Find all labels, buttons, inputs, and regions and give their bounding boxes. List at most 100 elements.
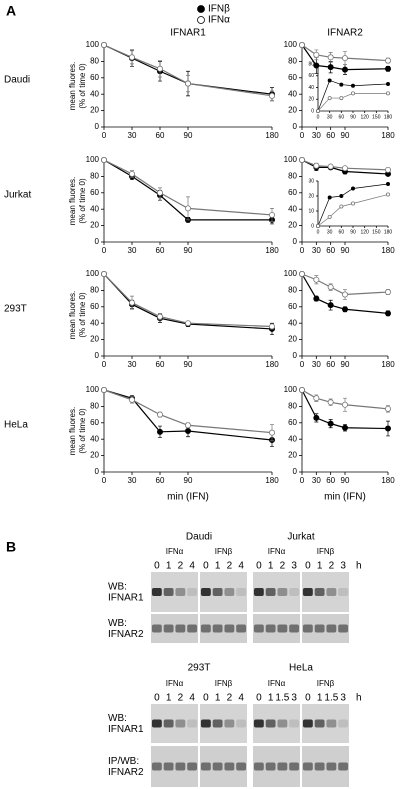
- blot-band: [314, 624, 325, 633]
- y-tick-label: 40: [288, 89, 297, 98]
- treatment-label: IFNβ: [215, 547, 233, 556]
- data-point: [298, 386, 305, 393]
- lane-label: 3: [340, 693, 346, 704]
- x-tick-label: 180: [265, 476, 279, 485]
- y-axis-label: (% of time 0): [78, 292, 87, 338]
- data-point: [339, 204, 344, 209]
- x-tick-label: 60: [156, 246, 165, 255]
- x-tick-label: 180: [265, 360, 279, 369]
- data-point: [327, 302, 334, 309]
- y-tick-label: 20: [288, 335, 297, 344]
- blot-band: [236, 762, 247, 771]
- data-point: [101, 156, 108, 163]
- x-tick-label: 30: [312, 131, 321, 140]
- x-tick-label: 30: [128, 476, 137, 485]
- blot-band: [253, 762, 264, 771]
- blot-band: [224, 588, 235, 596]
- blot-band: [302, 588, 313, 596]
- data-point: [385, 91, 390, 96]
- lane-label: 0: [203, 561, 209, 572]
- blot-band: [253, 588, 264, 596]
- blot-band: [187, 719, 198, 728]
- y-tick-label: 40: [308, 85, 314, 91]
- treatment-label: IFNα: [166, 679, 184, 688]
- x-tick-label: 90: [184, 360, 193, 369]
- lane-label: 2: [329, 561, 335, 572]
- data-point: [156, 189, 163, 196]
- x-tick-label: 90: [350, 114, 356, 120]
- blot-band: [253, 719, 264, 728]
- legend-marker: [197, 5, 205, 13]
- lane-label: 0: [154, 561, 160, 572]
- blot-band: [326, 719, 337, 728]
- data-point: [341, 291, 348, 298]
- treatment-label: IFNα: [268, 547, 286, 556]
- time-unit: h: [356, 693, 362, 704]
- column-title: IFNAR1: [170, 28, 206, 39]
- y-tick-label: 0: [95, 467, 100, 476]
- x-tick-label: 0: [102, 476, 107, 485]
- blot-band: [277, 719, 288, 728]
- y-tick-label: 60: [308, 73, 314, 79]
- data-point: [128, 299, 135, 306]
- blot-band: [302, 624, 313, 633]
- y-tick-label: 0: [311, 108, 314, 114]
- row-label: 293T: [4, 304, 27, 315]
- y-tick-label: 60: [288, 188, 297, 197]
- blot-band: [224, 719, 235, 728]
- data-point: [313, 295, 320, 302]
- data-point: [268, 429, 275, 436]
- blot-band: [212, 719, 223, 728]
- y-tick-label: 80: [90, 402, 99, 411]
- data-point: [128, 396, 135, 403]
- y-tick-label: 60: [90, 73, 99, 82]
- y-tick-label: 100: [284, 269, 298, 278]
- treatment-label: IFNβ: [317, 547, 335, 556]
- cell-line-title: 293T: [188, 663, 211, 674]
- lane-label: 1: [215, 561, 221, 572]
- blot-band: [163, 762, 174, 771]
- x-tick-label: 30: [312, 476, 321, 485]
- data-point: [339, 82, 344, 87]
- series-line: [317, 93, 388, 112]
- x-tick-label: 150: [372, 114, 381, 120]
- data-point: [385, 192, 390, 197]
- data-point: [268, 323, 275, 330]
- blot-band: [326, 762, 337, 771]
- x-tick-label: 30: [327, 229, 333, 235]
- x-tick-label: 30: [128, 360, 137, 369]
- blot-band: [236, 588, 247, 596]
- y-tick-label: 20: [90, 451, 99, 460]
- x-tick-label: 180: [381, 246, 395, 255]
- blot-band: [151, 588, 162, 596]
- x-tick-label: 30: [312, 246, 321, 255]
- blot-band: [163, 588, 174, 596]
- y-tick-label: 20: [308, 97, 314, 103]
- treatment-label: IFNβ: [215, 679, 233, 688]
- y-tick-label: 100: [284, 385, 298, 394]
- x-tick-label: 30: [312, 360, 321, 369]
- data-point: [156, 313, 163, 320]
- x-tick-label: 60: [156, 131, 165, 140]
- data-point: [384, 65, 391, 72]
- blot-row-label: IFNAR1: [108, 724, 144, 735]
- lane-label: 0: [256, 561, 262, 572]
- lane-label: 1: [166, 561, 172, 572]
- data-point: [327, 64, 334, 71]
- y-tick-label: 80: [90, 286, 99, 295]
- x-tick-label: 90: [341, 476, 350, 485]
- blot-band: [314, 588, 325, 596]
- y-tick-label: 20: [90, 221, 99, 230]
- data-point: [313, 276, 320, 283]
- data-point: [384, 57, 391, 64]
- lane-label: 1: [268, 693, 274, 704]
- data-point: [327, 399, 334, 406]
- lane-label: 4: [189, 693, 195, 704]
- y-tick-label: 20: [288, 451, 297, 460]
- x-tick-label: 0: [300, 360, 305, 369]
- y-tick-label: 100: [86, 40, 100, 49]
- x-tick-label: 90: [184, 246, 193, 255]
- lane-label: 0: [256, 693, 262, 704]
- data-point: [341, 306, 348, 313]
- treatment-label: IFNα: [268, 679, 286, 688]
